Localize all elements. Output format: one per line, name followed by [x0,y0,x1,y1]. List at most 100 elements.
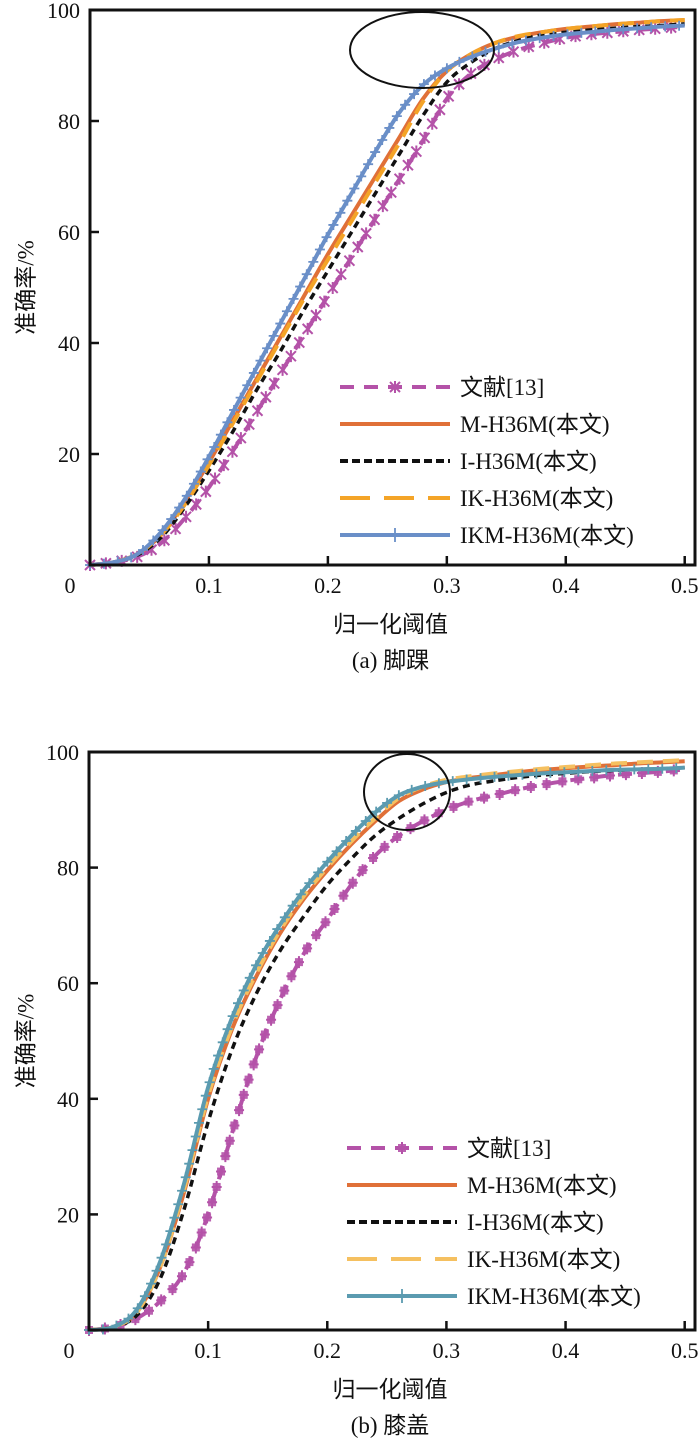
x-marker [285,350,297,363]
series-1 [89,17,685,567]
plus-marker [590,26,601,37]
plus-marker [419,814,430,827]
plus-marker [489,771,500,782]
plus-marker [454,56,465,67]
plus-marker [167,1283,178,1296]
plus-marker [165,1226,176,1237]
plus-marker [397,1142,407,1154]
plus-marker [213,1050,224,1061]
legend-entry: I-H36M(本文) [347,1210,604,1235]
plus-marker [377,134,388,145]
x-marker [326,281,339,294]
legend-label: IKM-H36M(本文) [467,1284,641,1309]
series-line [89,17,685,567]
plus-marker [559,767,570,778]
plus-marker [520,35,531,46]
plus-marker [148,535,159,546]
plus-marker [248,367,259,378]
legend-label: M-H36M(本文) [467,1173,617,1198]
series-line [88,767,685,1332]
plus-marker [510,784,521,797]
y-tick-label: 20 [58,442,80,467]
series-line [89,17,685,567]
x-tick-label: 0.4 [552,1338,580,1363]
x-marker [310,309,322,322]
plus-marker [368,851,379,864]
plus-marker [177,1185,188,1196]
x-tick-label: 0.3 [433,573,461,598]
legend-swatch [347,1289,457,1303]
plus-marker [251,960,262,971]
plus-marker [311,929,322,942]
plus-marker [238,1088,249,1101]
y-tick-label: 100 [46,740,79,765]
plus-marker [363,159,374,170]
plus-marker [461,774,472,785]
plus-marker [146,1278,157,1289]
plus-marker [388,528,402,542]
plus-marker [395,1289,409,1303]
plus-marker [157,525,168,536]
x-tick-label: 0 [64,1338,75,1363]
x-marker [343,254,356,267]
plus-marker [255,355,266,366]
plus-marker [534,33,545,44]
plus-marker [391,111,402,122]
plus-marker [197,1104,208,1115]
plus-marker [216,1165,227,1178]
plus-marker [126,552,137,563]
legend-entry: M-H36M(本文) [340,412,610,437]
plus-marker [507,38,518,49]
plus-marker [200,1090,211,1101]
plus-marker [379,840,390,853]
plus-marker [180,1172,191,1183]
plus-marker [314,244,325,255]
x-tick-label: 0.4 [552,573,580,598]
plus-marker [211,1180,222,1193]
plus-marker [244,972,255,983]
plus-marker [190,1241,201,1254]
chart-a-caption: (a) 脚踝 [352,648,429,673]
x-tick-label: 0 [65,573,76,598]
chart-b-ticks [89,866,686,1330]
plus-marker [615,764,626,775]
plus-marker [480,46,491,57]
plus-marker [288,293,299,304]
plus-marker [304,878,315,889]
legend-entry: IK-H36M(本文) [347,1247,620,1272]
plus-marker [531,768,542,779]
chart-a-y-tick-labels: 20 40 60 80 100 [47,0,80,467]
plus-marker [286,970,297,983]
plus-marker [272,924,283,935]
plus-marker [342,195,353,206]
plus-marker [321,232,332,243]
plus-marker [222,1024,233,1035]
plus-marker [156,1252,167,1263]
plus-marker [187,1145,198,1156]
x-tick-label: 0.3 [433,1338,461,1363]
plus-marker [382,797,393,808]
plus-marker [341,836,352,846]
chart-b-x-axis-title: 归一化阈值 [333,1377,448,1402]
plus-marker [196,1226,207,1239]
x-marker [402,159,414,172]
plus-marker [322,856,333,867]
plus-marker [238,985,249,996]
series-line [88,765,685,1332]
plus-marker [193,1117,204,1128]
chart-b-highlight-ellipse [363,753,451,831]
plus-marker [646,22,657,33]
plus-marker [463,795,474,808]
plus-marker [275,318,286,329]
plus-marker [409,89,420,100]
x-marker [276,363,289,376]
plus-marker [356,171,367,182]
plus-marker [161,1239,172,1250]
plus-marker [541,778,552,791]
y-tick-label: 100 [47,0,80,23]
legend-swatch [340,528,450,542]
legend-entry: M-H36M(本文) [347,1173,617,1198]
plus-marker [674,20,685,31]
chart-b-y-tick-labels: 20 40 60 80 100 [46,740,79,1227]
chart-a-x-axis-title: 归一化阈值 [333,612,448,637]
